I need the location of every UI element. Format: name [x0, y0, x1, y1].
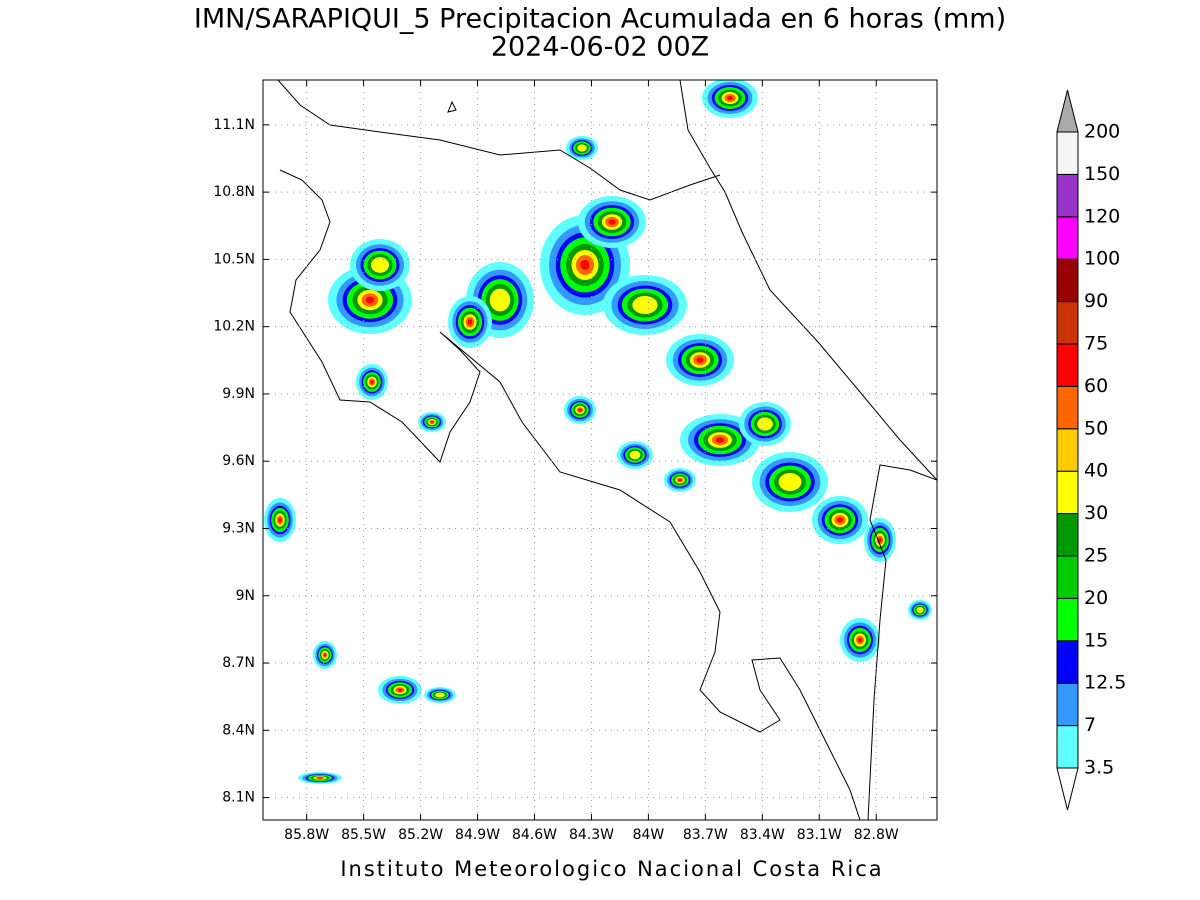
colorbar-label: 60 [1084, 375, 1108, 397]
colorbar: 3.5 7 12.5 15 20 25 30 40 50 60 75 90 100 120 150 200 [1056, 89, 1126, 811]
lon-tick-label: 84.6W [512, 827, 557, 843]
lon-tick-label: 82.8W [854, 827, 899, 843]
rain-cell [317, 777, 323, 779]
lat-tick-label: 11.1N [213, 117, 255, 133]
panama-border [867, 464, 937, 820]
colorbar-label: 12.5 [1084, 672, 1126, 694]
lon-tick-label: 85.5W [341, 827, 386, 843]
lon-tick-label: 83.1W [797, 827, 842, 843]
colorbar-label: 50 [1084, 417, 1108, 439]
lat-tick-label: 9N [236, 588, 255, 604]
rain-cell [489, 288, 511, 312]
lat-tick-label: 9.3N [222, 520, 255, 536]
lon-tick-label: 83.7W [683, 827, 728, 843]
rain-cell [578, 408, 582, 412]
rain-cell [778, 473, 802, 491]
colorbar-segment [1056, 301, 1079, 345]
lon-tick-label: 85.8W [284, 827, 329, 843]
rain-cell [837, 517, 843, 523]
colorbar-label: 20 [1084, 587, 1108, 609]
subtitle: 2024-06-02 00Z [491, 32, 709, 63]
rain-cell [580, 260, 590, 270]
colorbar-label: 25 [1084, 545, 1108, 567]
precipitation [264, 80, 932, 784]
rain-cell [757, 417, 773, 431]
lat-tick-label: 8.4N [222, 722, 255, 738]
rain-cell [278, 517, 282, 523]
rain-cell [608, 219, 616, 225]
island [447, 100, 457, 113]
border-north [277, 80, 721, 201]
colorbar-segment [1056, 725, 1079, 769]
rain-cell [397, 688, 403, 692]
colorbar-under [1056, 767, 1079, 811]
map-frame [262, 79, 938, 821]
colorbar-segment [1056, 343, 1079, 387]
colorbar-label: 3.5 [1084, 757, 1114, 779]
rain-cell [629, 450, 641, 460]
rain-cell [716, 437, 724, 443]
colorbar-segment [1056, 513, 1079, 557]
lon-tick-label: 84.3W [569, 827, 614, 843]
lon-tick-label: 84.9W [455, 827, 500, 843]
rain-cell [370, 380, 374, 384]
lat-tick-label: 9.9N [222, 386, 255, 402]
lat-tick-label: 8.1N [222, 790, 255, 806]
rain-cell [878, 537, 882, 543]
colorbar-segment [1056, 597, 1079, 642]
colorbar-segment [1056, 173, 1079, 218]
colorbar-over [1056, 89, 1079, 133]
coastlines [277, 80, 937, 820]
lon-tick-label: 84W [633, 827, 665, 843]
lat-tick-label: 10.2N [213, 319, 255, 335]
rain-cell [467, 319, 473, 325]
colorbar-segment [1056, 385, 1079, 430]
lon-tick-label: 85.2W [398, 827, 443, 843]
colorbar-segment [1056, 258, 1079, 303]
colorbar-label: 75 [1084, 333, 1108, 355]
rain-cell [696, 357, 704, 363]
pacific-coast [279, 169, 861, 820]
lat-tick-label: 8.7N [222, 655, 255, 671]
rain-cell [577, 144, 587, 152]
lat-tick-label: 9.6N [222, 453, 255, 469]
rain-cell [632, 296, 658, 314]
caribbean-coast [679, 80, 937, 481]
rain-cell [727, 96, 733, 100]
colorbar-label: 30 [1084, 502, 1108, 524]
colorbar-label: 100 [1084, 248, 1120, 270]
footer: Instituto Meteorologico Nacional Costa R… [340, 857, 883, 881]
colorbar-segment [1056, 682, 1079, 727]
rain-cell [323, 653, 327, 657]
colorbar-segment [1056, 555, 1079, 599]
colorbar-segment [1056, 216, 1079, 260]
colorbar-label: 150 [1084, 163, 1120, 185]
lat-tick-label: 10.5N [213, 251, 255, 267]
rain-cell [430, 421, 434, 423]
colorbar-label: 7 [1084, 714, 1096, 736]
rain-cell [858, 637, 862, 643]
colorbar-label: 120 [1084, 205, 1120, 227]
lon-tick-label: 83.4W [740, 827, 785, 843]
colorbar-segment [1056, 470, 1079, 515]
colorbar-label: 200 [1084, 121, 1120, 143]
colorbar-segment [1056, 640, 1079, 684]
colorbar-label: 15 [1084, 629, 1108, 651]
colorbar-segment [1056, 428, 1079, 472]
rain-cell [916, 607, 924, 613]
rain-cell [371, 257, 389, 273]
rain-cell [435, 692, 445, 698]
title: IMN/SARAPIQUI_5 Precipitacion Acumulada … [194, 4, 1006, 35]
rain-cell [365, 296, 375, 304]
rain-cell [678, 478, 682, 482]
colorbar-label: 90 [1084, 290, 1108, 312]
colorbar-segment [1056, 131, 1079, 175]
lat-tick-label: 10.8N [213, 184, 255, 200]
colorbar-label: 40 [1084, 460, 1108, 482]
